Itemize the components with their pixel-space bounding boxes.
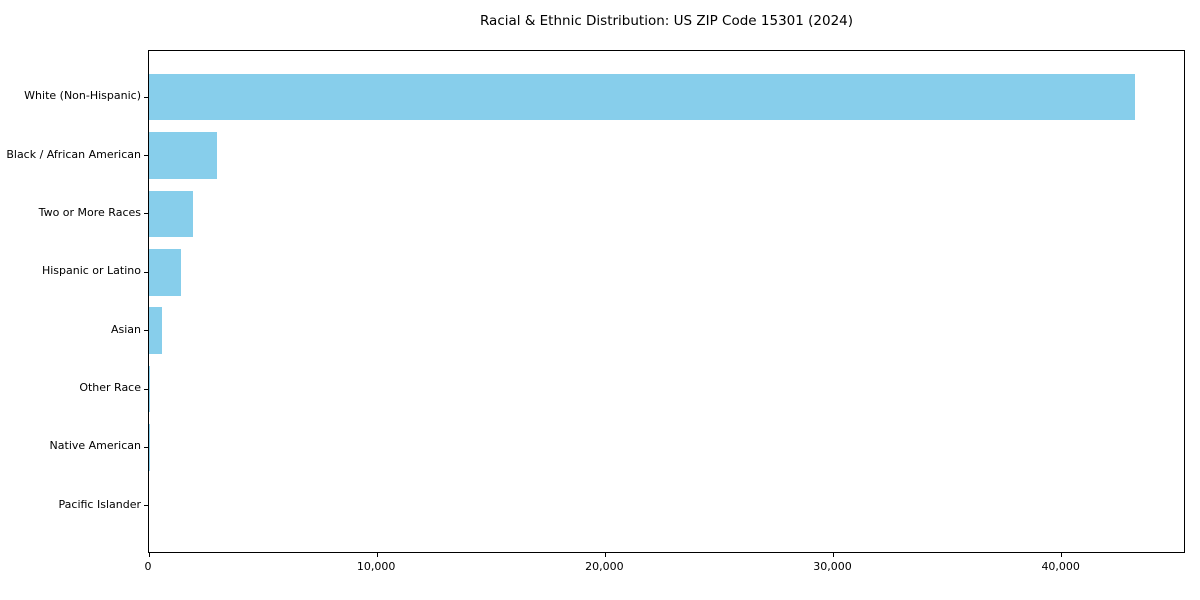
x-tick-mark bbox=[604, 553, 606, 557]
y-tick-label: White (Non-Hispanic) bbox=[24, 89, 141, 103]
x-tick-label: 0 bbox=[144, 560, 152, 573]
bar bbox=[149, 248, 181, 296]
y-tick-label: Black / African American bbox=[6, 147, 141, 161]
bar bbox=[149, 73, 1135, 121]
y-tick-mark bbox=[144, 446, 148, 448]
x-tick-label: 10,000 bbox=[356, 560, 396, 573]
y-tick-label: Two or More Races bbox=[38, 205, 141, 219]
x-tick-mark bbox=[833, 553, 835, 557]
x-axis: 0 10,000 20,000 30,000 40,000 bbox=[145, 560, 1185, 580]
bar bbox=[149, 132, 218, 179]
y-tick-label: Other Race bbox=[79, 381, 141, 395]
y-tick-mark bbox=[144, 213, 148, 215]
x-tick-label: 40,000 bbox=[1041, 560, 1080, 573]
y-tick-label: Pacific Islander bbox=[58, 497, 141, 511]
bar bbox=[149, 307, 163, 355]
x-tick-label: 20,000 bbox=[585, 560, 624, 573]
plot-area bbox=[144, 50, 1185, 557]
y-tick-mark bbox=[144, 155, 148, 157]
y-tick-label: Asian bbox=[110, 322, 141, 336]
x-tick-mark bbox=[1061, 553, 1063, 557]
y-axis: White (Non-Hispanic) Black / African Amer… bbox=[0, 50, 141, 553]
chart-title: Racial & Ethnic Distribution: US ZIP Cod… bbox=[479, 13, 854, 29]
bar bbox=[149, 190, 194, 238]
x-tick-label: 30,000 bbox=[813, 560, 852, 573]
x-tick-mark bbox=[148, 553, 150, 557]
y-tick-label: Native American bbox=[49, 439, 141, 453]
y-tick-mark bbox=[144, 505, 148, 507]
y-tick-mark bbox=[144, 96, 148, 98]
y-tick-mark bbox=[144, 271, 148, 273]
y-tick-label: Hispanic or Latino bbox=[41, 264, 141, 278]
y-tick-mark bbox=[144, 388, 148, 390]
x-tick-mark bbox=[376, 553, 378, 557]
y-tick-mark bbox=[144, 330, 148, 332]
